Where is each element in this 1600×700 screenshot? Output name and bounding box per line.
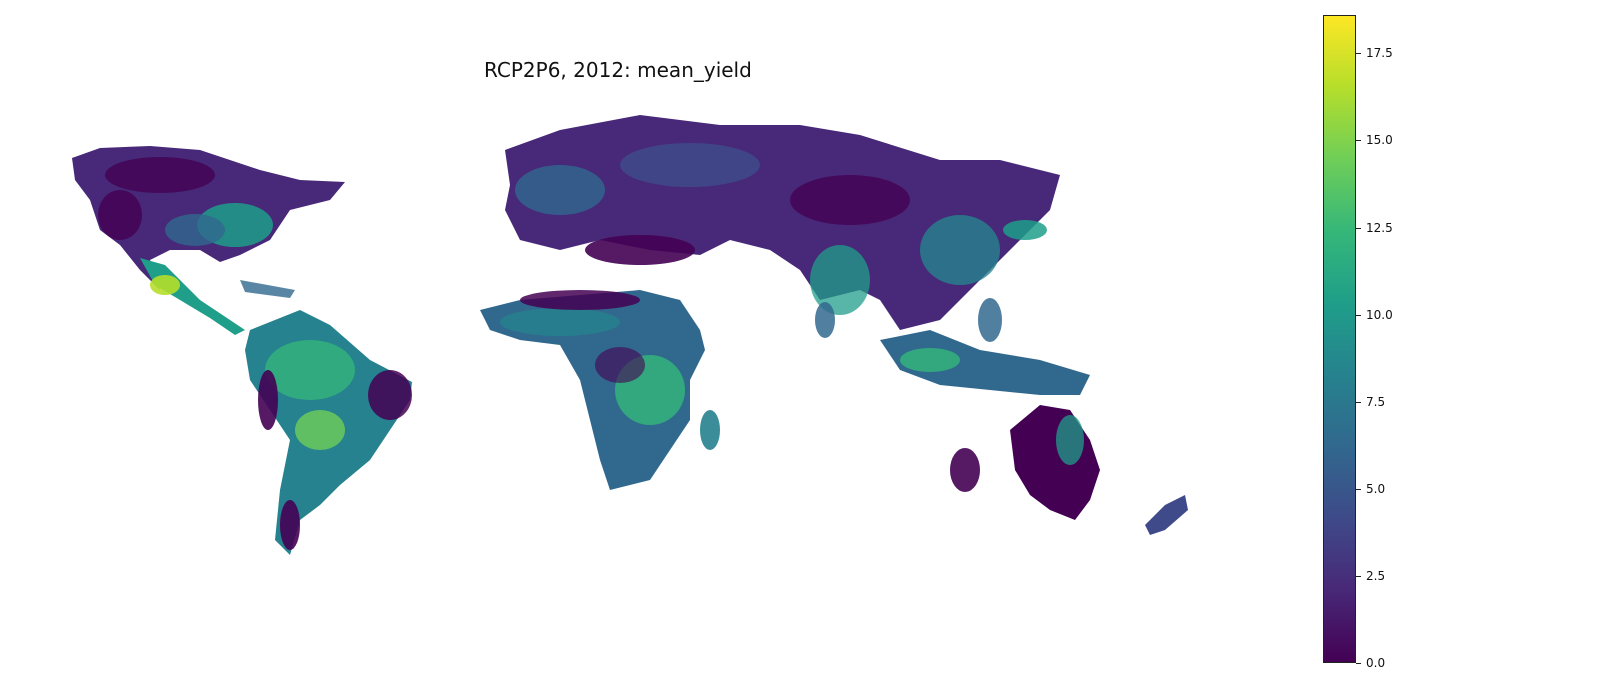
region-russia-central — [620, 143, 760, 187]
region-brazil-east — [368, 370, 412, 420]
colorbar-tick-label: 5.0 — [1366, 481, 1386, 496]
region-australia-east — [1056, 415, 1084, 465]
region-philippines — [978, 298, 1002, 342]
colorbar-tick — [1356, 488, 1361, 490]
region-amazon — [265, 340, 355, 400]
colorbar-tick — [1356, 575, 1361, 577]
colorbar-tick — [1356, 53, 1361, 55]
region-canada-north — [105, 157, 215, 193]
region-europe-west — [515, 165, 605, 215]
region-sahara-north — [520, 290, 640, 310]
colorbar-tick — [1356, 663, 1361, 664]
region-mexico-high — [150, 275, 180, 295]
colorbar-tick — [1356, 401, 1361, 403]
colorbar-tick-label: 2.5 — [1366, 568, 1386, 583]
region-africa-central — [595, 347, 645, 383]
colorbar-tick — [1356, 227, 1361, 229]
map-title: RCP2P6, 2012: mean_yield — [484, 58, 752, 82]
colorbar-tick-label: 15.0 — [1366, 133, 1393, 148]
region-indonesia — [900, 348, 960, 372]
colorbar-tick-label: 17.5 — [1366, 46, 1393, 61]
region-andes — [258, 370, 278, 430]
region-southeast-asia — [880, 330, 1090, 395]
region-china-east — [920, 215, 1000, 285]
region-new-zealand — [1145, 495, 1188, 535]
region-us-west — [98, 190, 142, 240]
region-caribbean — [240, 280, 295, 298]
region-japan — [1003, 220, 1047, 240]
colorbar-tick-label: 7.5 — [1366, 394, 1386, 409]
region-india-south — [815, 302, 835, 338]
colorbar-tick-label: 12.5 — [1366, 220, 1393, 235]
colorbar-tick-label: 0.0 — [1366, 656, 1386, 670]
map-texture — [0, 0, 1300, 700]
colorbar-tick — [1356, 140, 1361, 142]
region-sahel — [500, 308, 620, 336]
region-australia-west — [950, 448, 980, 492]
region-madagascar — [700, 410, 720, 450]
region-africa — [480, 290, 705, 490]
region-mideast — [585, 235, 695, 265]
yield-map — [0, 0, 1300, 700]
region-siberia-dark — [790, 175, 910, 225]
colorbar-tick-label: 10.0 — [1366, 307, 1393, 322]
colorbar — [1323, 15, 1356, 663]
region-patagonia — [280, 500, 300, 550]
colorbar-tick — [1356, 314, 1361, 316]
region-us-central — [165, 214, 225, 246]
region-bolivia — [295, 410, 345, 450]
region-india — [810, 245, 870, 315]
